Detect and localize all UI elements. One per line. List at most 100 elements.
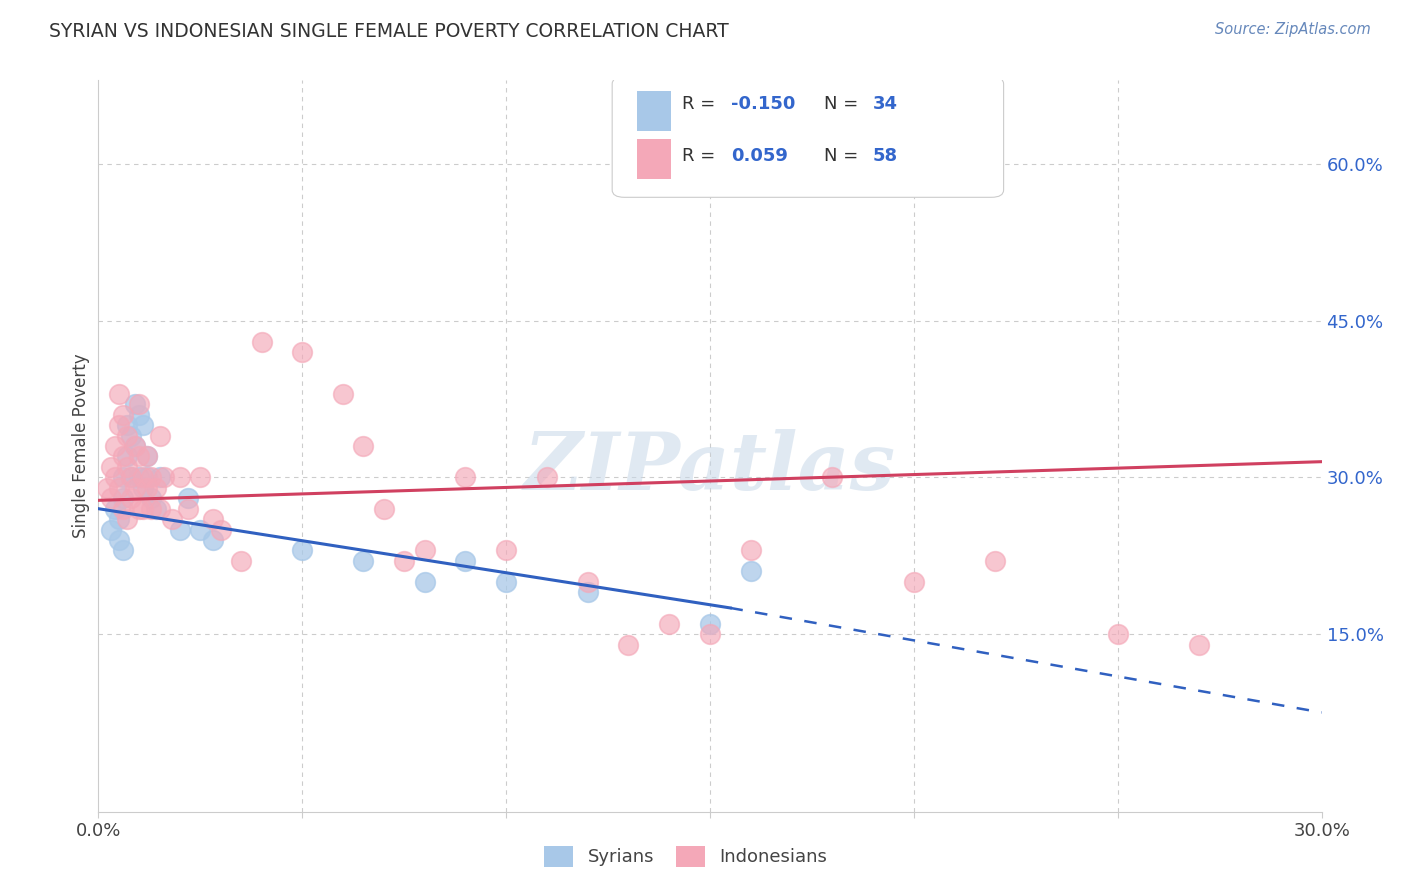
Point — [141, 501, 163, 516]
Point — [115, 450, 138, 464]
Point — [454, 554, 477, 568]
FancyBboxPatch shape — [612, 77, 1004, 197]
Point — [108, 512, 131, 526]
Point — [413, 543, 436, 558]
Point — [576, 574, 599, 589]
Point — [149, 470, 172, 484]
Text: ZIPatlas: ZIPatlas — [524, 429, 896, 507]
Point — [132, 418, 155, 433]
Point — [699, 616, 721, 631]
Point — [699, 627, 721, 641]
Point — [115, 418, 138, 433]
Point — [617, 638, 640, 652]
Text: R =: R = — [682, 146, 721, 165]
Point — [536, 470, 558, 484]
Point — [100, 459, 122, 474]
Point — [136, 481, 159, 495]
Point — [108, 386, 131, 401]
Point — [124, 397, 146, 411]
Point — [740, 565, 762, 579]
Point — [152, 470, 174, 484]
Text: SYRIAN VS INDONESIAN SINGLE FEMALE POVERTY CORRELATION CHART: SYRIAN VS INDONESIAN SINGLE FEMALE POVER… — [49, 22, 728, 41]
FancyBboxPatch shape — [637, 91, 671, 131]
Point — [108, 481, 131, 495]
Point — [111, 501, 134, 516]
Point — [115, 428, 138, 442]
Point — [111, 408, 134, 422]
Point — [149, 428, 172, 442]
Point — [124, 439, 146, 453]
Point — [132, 501, 155, 516]
Point — [100, 491, 122, 506]
Text: R =: R = — [682, 95, 721, 113]
Point — [104, 439, 127, 453]
Point — [104, 470, 127, 484]
Point — [120, 470, 142, 484]
Point — [160, 512, 183, 526]
Point — [124, 439, 146, 453]
Y-axis label: Single Female Poverty: Single Female Poverty — [72, 354, 90, 538]
Text: N =: N = — [824, 146, 863, 165]
Text: 34: 34 — [873, 95, 897, 113]
Point — [291, 543, 314, 558]
Legend: Syrians, Indonesians: Syrians, Indonesians — [536, 837, 837, 876]
Text: -0.150: -0.150 — [731, 95, 796, 113]
Point — [352, 439, 374, 453]
FancyBboxPatch shape — [637, 139, 671, 179]
Point — [124, 481, 146, 495]
Point — [128, 501, 150, 516]
Point — [373, 501, 395, 516]
Point — [100, 523, 122, 537]
Point — [136, 470, 159, 484]
Point — [231, 554, 253, 568]
Point — [128, 450, 150, 464]
Point — [111, 491, 134, 506]
Point — [128, 408, 150, 422]
Point — [115, 459, 138, 474]
Point — [108, 533, 131, 547]
Point — [111, 470, 134, 484]
Point — [128, 397, 150, 411]
Point — [352, 554, 374, 568]
Point — [145, 501, 167, 516]
Point — [145, 481, 167, 495]
Point — [821, 470, 844, 484]
Text: N =: N = — [824, 95, 863, 113]
Point — [209, 523, 232, 537]
Point — [1188, 638, 1211, 652]
Point — [115, 512, 138, 526]
Point — [120, 428, 142, 442]
Point — [169, 470, 191, 484]
Point — [141, 470, 163, 484]
Point — [177, 491, 200, 506]
Point — [111, 543, 134, 558]
Point — [108, 418, 131, 433]
Point — [1107, 627, 1129, 641]
Point — [132, 481, 155, 495]
Point — [177, 501, 200, 516]
Point — [111, 450, 134, 464]
Point — [104, 501, 127, 516]
Point — [903, 574, 925, 589]
Point — [169, 523, 191, 537]
Point — [149, 501, 172, 516]
Point — [576, 585, 599, 599]
Point — [454, 470, 477, 484]
Point — [658, 616, 681, 631]
Point — [132, 470, 155, 484]
Point — [250, 334, 273, 349]
Point — [495, 543, 517, 558]
Point — [201, 533, 224, 547]
Point — [201, 512, 224, 526]
Point — [136, 450, 159, 464]
Point — [141, 491, 163, 506]
Point — [740, 543, 762, 558]
Point — [188, 470, 212, 484]
Point — [128, 470, 150, 484]
Text: 58: 58 — [873, 146, 898, 165]
Point — [413, 574, 436, 589]
Point — [188, 523, 212, 537]
Point — [291, 345, 314, 359]
Point — [120, 491, 142, 506]
Text: 0.059: 0.059 — [731, 146, 787, 165]
